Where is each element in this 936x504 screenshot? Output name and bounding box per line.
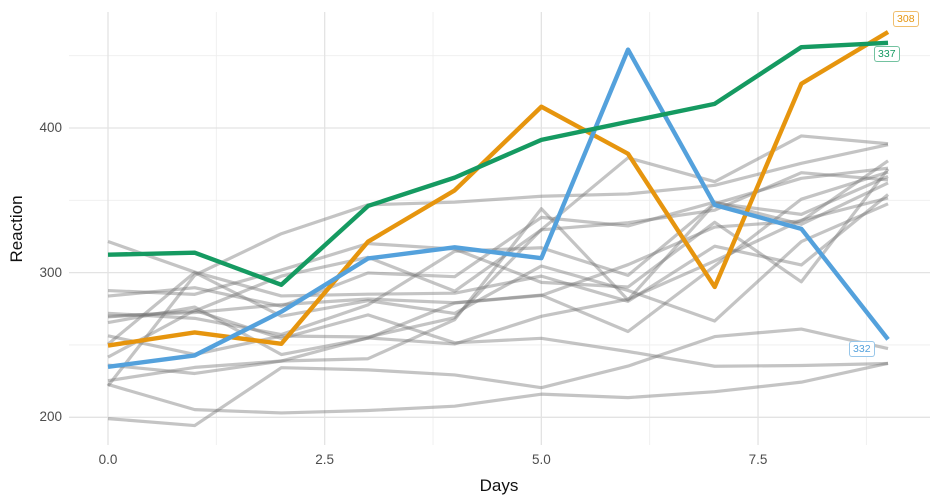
series-end-label-308: 308 bbox=[893, 10, 919, 27]
x-tick-label: 7.5 bbox=[748, 452, 768, 467]
series-line-334 bbox=[107, 159, 889, 357]
x-tick-label: 0.0 bbox=[98, 452, 118, 467]
series-line-337 bbox=[107, 40, 889, 288]
series-line-335 bbox=[107, 308, 889, 368]
series-end-label-332: 332 bbox=[849, 341, 875, 358]
y-axis-title: Reaction bbox=[7, 195, 26, 263]
y-tick-label: 200 bbox=[39, 409, 62, 425]
series-line-372 bbox=[107, 171, 889, 319]
series-line-309 bbox=[107, 361, 889, 415]
x-tick-label: 2.5 bbox=[315, 452, 335, 467]
series-line-349 bbox=[107, 196, 889, 376]
y-tick-label: 300 bbox=[39, 264, 62, 280]
series-line-352 bbox=[106, 143, 889, 387]
y-tick-label: 400 bbox=[39, 120, 62, 135]
series-line-330 bbox=[107, 193, 890, 303]
series-line-350 bbox=[107, 134, 889, 356]
x-axis-title: Days bbox=[479, 476, 519, 495]
series-line-332 bbox=[107, 47, 890, 369]
series-line-369 bbox=[107, 174, 889, 337]
series-line-371 bbox=[107, 170, 889, 334]
series-line-331 bbox=[107, 168, 890, 296]
series-line-351 bbox=[106, 202, 889, 346]
series-line-370 bbox=[107, 166, 889, 383]
series-end-label-337: 337 bbox=[874, 45, 900, 62]
series-line-333 bbox=[107, 181, 889, 308]
series-line-310 bbox=[107, 327, 889, 428]
series-line-308 bbox=[107, 30, 890, 348]
x-tick-label: 5.0 bbox=[531, 452, 551, 467]
